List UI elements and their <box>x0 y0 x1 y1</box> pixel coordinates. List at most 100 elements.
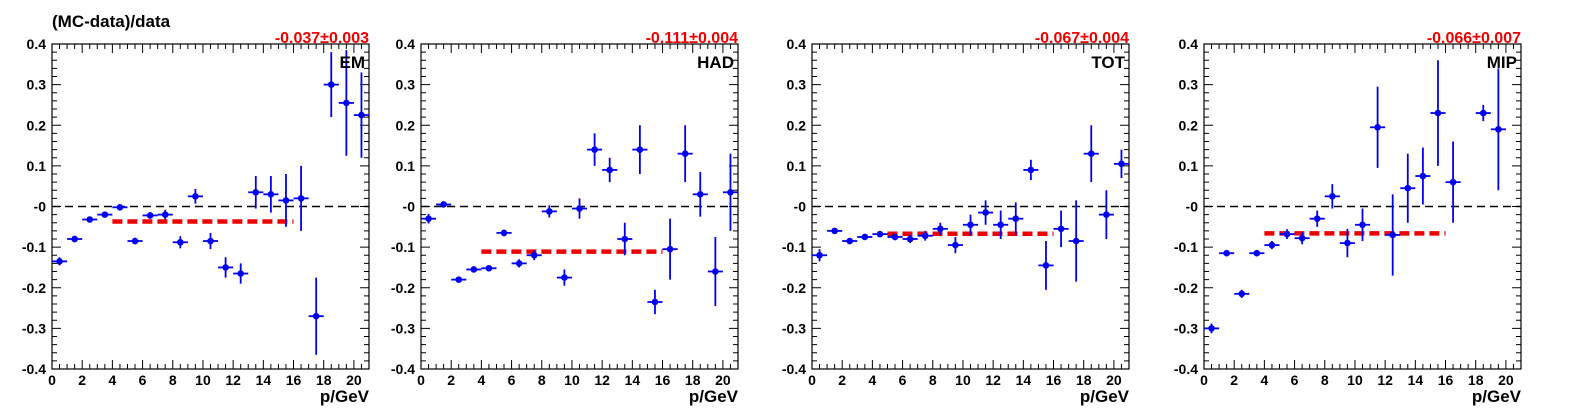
data-point <box>1098 190 1114 239</box>
point-marker <box>666 245 674 253</box>
data-point <box>1038 241 1054 290</box>
y-tick-label: 0.3 <box>787 77 807 93</box>
panel-label: EM <box>340 53 366 72</box>
point-marker <box>1223 249 1230 257</box>
data-point <box>662 218 678 280</box>
y-tick-label: -0.3 <box>391 320 415 336</box>
y-tick-label: -0.3 <box>1174 320 1198 336</box>
point-marker <box>131 237 139 245</box>
data-point <box>1475 104 1491 122</box>
data-point <box>1490 68 1506 191</box>
y-tick-label: 0.4 <box>787 36 807 52</box>
y-tick-label: 0.2 <box>1179 117 1199 133</box>
x-tick-label: 18 <box>1468 372 1484 388</box>
point-marker <box>952 241 959 249</box>
y-tick-label: -0.2 <box>1174 280 1198 296</box>
panels: -0.4 -0.3 -0.2 -0.1 -0 0.1 0.2 0.3 0.4 0 2 4 6 8 10 12 1… <box>22 30 1522 406</box>
y-tick-label: 0.1 <box>787 158 807 174</box>
x-tick-label: 2 <box>447 372 455 388</box>
data-point <box>587 133 603 166</box>
point-marker <box>252 188 260 196</box>
point-marker <box>712 268 719 275</box>
data-point <box>172 236 188 249</box>
data-point <box>278 174 294 227</box>
data-point <box>677 125 693 183</box>
x-tick-label: 4 <box>868 372 876 388</box>
point-marker <box>1253 249 1261 257</box>
x-tick-label: 16 <box>1438 372 1454 388</box>
point-marker <box>876 230 884 238</box>
y-tick-label: -0.3 <box>782 320 806 336</box>
x-tick-label: 16 <box>1046 372 1062 388</box>
data-point <box>202 232 219 250</box>
data-point <box>1113 149 1129 179</box>
y-tick-label: -0.4 <box>22 361 46 377</box>
data-point <box>556 269 572 286</box>
point-marker <box>846 237 854 245</box>
data-point <box>1370 86 1386 168</box>
y-tick-label: -0 <box>794 199 807 215</box>
data-point <box>1053 210 1069 248</box>
point-marker <box>267 191 275 198</box>
data-point <box>1400 153 1416 223</box>
data-point <box>842 237 858 245</box>
x-axis-title: p/GeV <box>1080 387 1130 406</box>
point-marker <box>358 111 365 119</box>
data-point <box>1279 229 1295 239</box>
data-point <box>187 189 203 204</box>
point-marker <box>621 235 629 243</box>
data-point <box>541 205 557 218</box>
data-point <box>511 259 527 268</box>
x-tick-label: 8 <box>169 372 177 388</box>
point-marker <box>327 81 335 88</box>
data-point <box>112 204 128 211</box>
point-marker <box>500 229 508 237</box>
data-point <box>1204 323 1220 334</box>
point-marker <box>282 197 290 204</box>
x-tick-label: 12 <box>225 372 241 388</box>
y-tick-label: -0.4 <box>1174 361 1198 377</box>
data-point <box>1309 210 1325 227</box>
data-point <box>263 176 279 213</box>
point-marker <box>591 146 598 153</box>
y-tick-label: -0.4 <box>391 361 415 377</box>
data-point <box>812 249 828 262</box>
point-marker <box>116 204 124 211</box>
point-marker <box>1344 239 1351 247</box>
data-point <box>722 153 738 231</box>
x-tick-label: 8 <box>1321 372 1329 388</box>
data-point <box>1385 194 1401 276</box>
point-marker <box>515 260 523 267</box>
data-point <box>248 176 264 209</box>
point-marker <box>1434 109 1442 117</box>
point-marker <box>101 211 109 218</box>
point-marker <box>651 298 659 306</box>
point-marker <box>161 211 169 218</box>
point-marker <box>1359 221 1366 229</box>
y-tick-label: 0.3 <box>27 77 47 93</box>
x-tick-label: 2 <box>78 372 86 388</box>
point-marker <box>312 312 320 320</box>
x-tick-label: 2 <box>838 372 846 388</box>
point-marker <box>207 237 214 245</box>
x-tick-label: 14 <box>1408 372 1424 388</box>
data-point <box>962 214 979 235</box>
data-point <box>97 211 113 218</box>
point-marker <box>530 251 538 259</box>
point-marker <box>1268 241 1276 249</box>
data-point <box>993 210 1009 239</box>
point-marker <box>997 221 1004 229</box>
data-point <box>1219 249 1235 257</box>
y-tick-label: 0.4 <box>396 36 416 52</box>
point-marker <box>455 276 463 283</box>
x-tick-label: 0 <box>417 372 425 388</box>
point-marker <box>237 270 244 277</box>
point-marker <box>1313 215 1321 222</box>
data-point <box>902 234 918 244</box>
data-point <box>157 209 173 220</box>
x-tick-label: 10 <box>195 372 211 388</box>
x-tick-label: 0 <box>1200 372 1208 388</box>
point-marker <box>1042 262 1050 269</box>
data-point <box>421 213 437 224</box>
